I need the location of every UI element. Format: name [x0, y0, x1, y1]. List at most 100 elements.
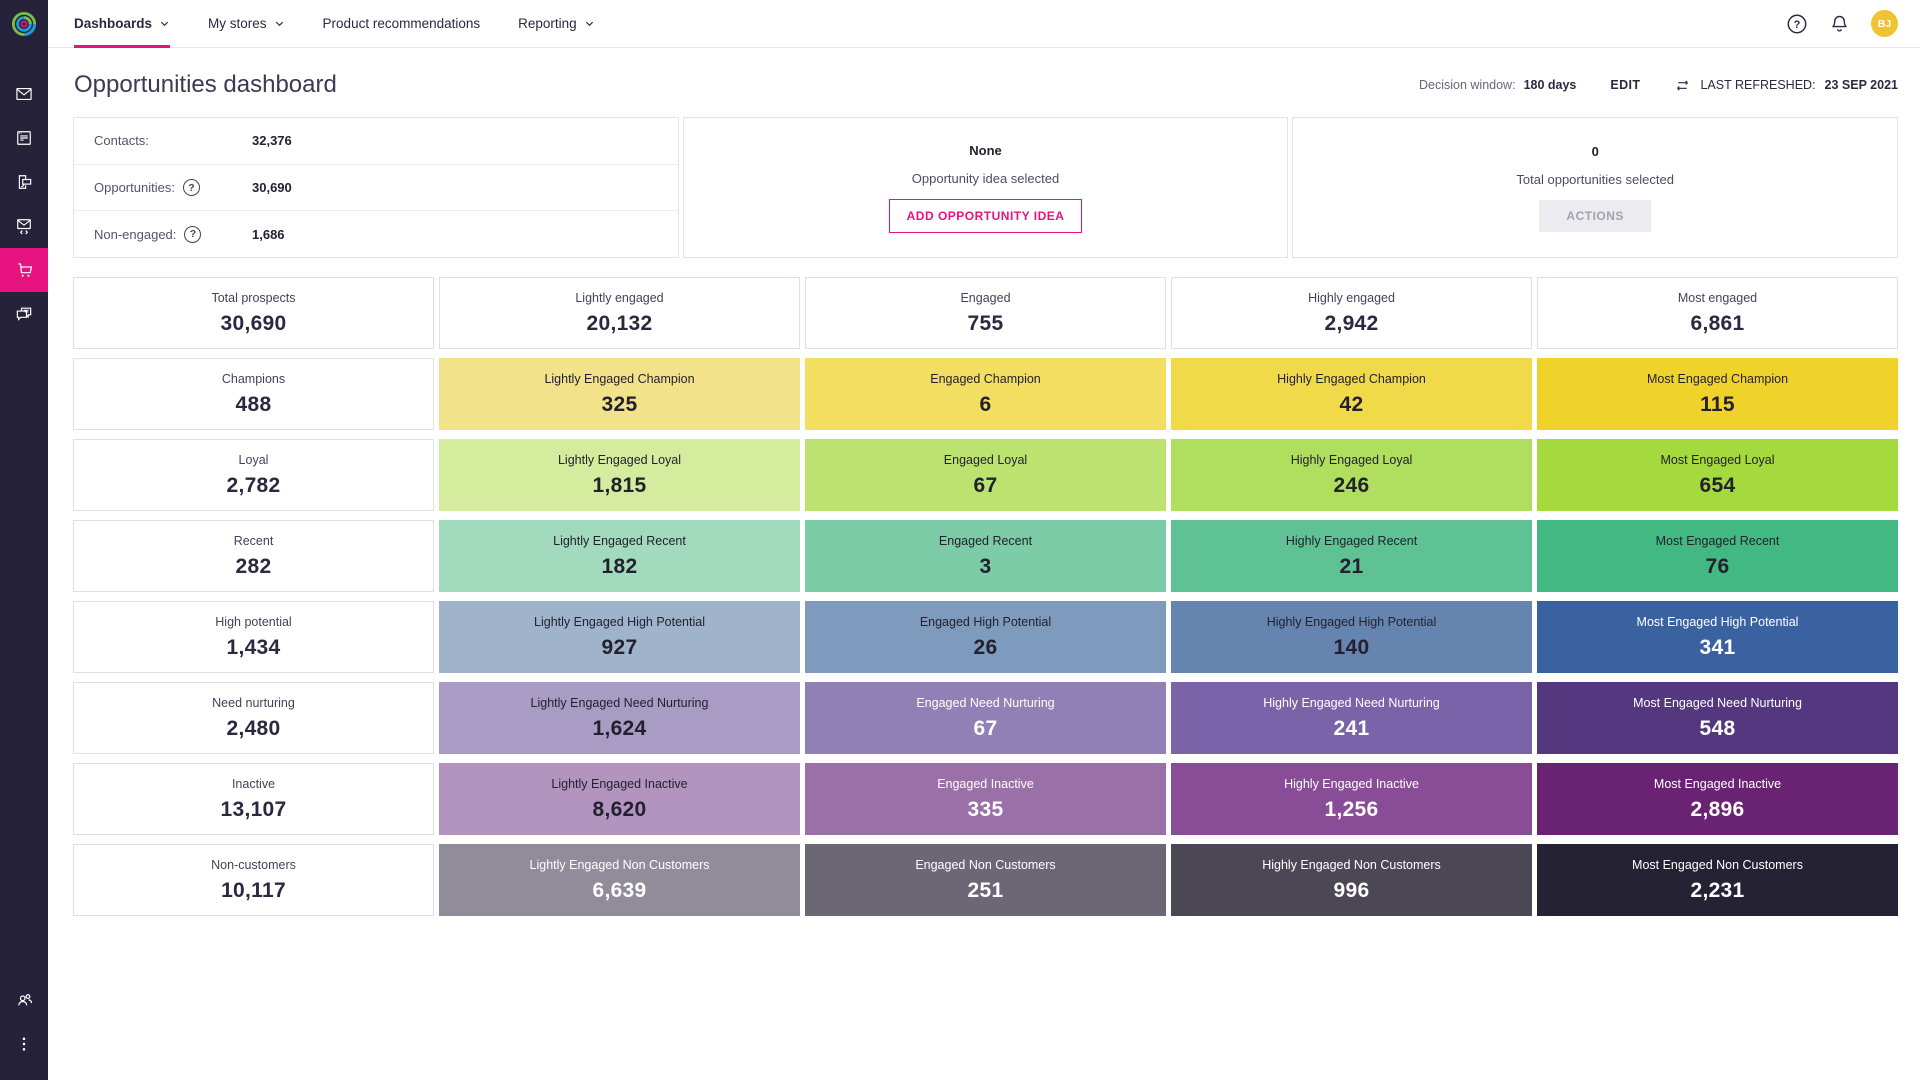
- segment-cell[interactable]: Engaged Recent 3: [805, 520, 1166, 592]
- segment-row-label-cell[interactable]: Inactive 13,107: [73, 763, 434, 835]
- stat-help-icon[interactable]: ?: [184, 225, 202, 243]
- segment-cell[interactable]: Most Engaged Non Customers 2,231: [1537, 844, 1898, 916]
- segment-cell[interactable]: Most Engaged Need Nurturing 548: [1537, 682, 1898, 754]
- segment-cell[interactable]: Engaged Champion 6: [805, 358, 1166, 430]
- segment-cell[interactable]: Lightly Engaged Champion 325: [439, 358, 800, 430]
- grid-total-cell[interactable]: Total prospects 30,690: [73, 277, 434, 349]
- segment-cell[interactable]: Highly Engaged Inactive 1,256: [1171, 763, 1532, 835]
- segment-cell[interactable]: Engaged Need Nurturing 67: [805, 682, 1166, 754]
- sidebar-item-email[interactable]: [0, 72, 48, 116]
- stat-label: Contacts:: [94, 133, 149, 149]
- segment-cell[interactable]: Highly Engaged Non Customers 996: [1171, 844, 1532, 916]
- sidebar: [0, 0, 48, 1080]
- users-icon: [17, 993, 32, 1005]
- segment-cell[interactable]: Lightly Engaged Non Customers 6,639: [439, 844, 800, 916]
- sidebar-item-chat[interactable]: [0, 292, 48, 336]
- segment-cell[interactable]: Engaged Inactive 335: [805, 763, 1166, 835]
- segment-cell[interactable]: Engaged Non Customers 251: [805, 844, 1166, 916]
- topbar-right: ? BJ: [1786, 10, 1898, 37]
- grid-total-cell[interactable]: Lightly engaged 20,132: [439, 277, 800, 349]
- topbar: Dashboards My stores Product recommendat…: [48, 0, 1920, 48]
- nav-item-my-stores[interactable]: My stores: [208, 0, 285, 48]
- edit-button[interactable]: EDIT: [1610, 78, 1641, 92]
- stat-label: Non-engaged:: [94, 226, 177, 242]
- notifications-button[interactable]: [1829, 13, 1850, 34]
- opportunity-idea-value: None: [969, 142, 1002, 158]
- phone-message-icon: [18, 175, 32, 189]
- grid-total-cell[interactable]: Highly engaged 2,942: [1171, 277, 1532, 349]
- stat-help-icon[interactable]: ?: [182, 179, 200, 196]
- segment-row-label-cell[interactable]: Champions 488: [73, 358, 434, 430]
- segment-cell[interactable]: Lightly Engaged Loyal 1,815: [439, 439, 800, 511]
- refresh-button[interactable]: [1674, 77, 1691, 94]
- segment-cell[interactable]: Highly Engaged High Potential 140: [1171, 601, 1532, 673]
- sidebar-item-sms[interactable]: [0, 160, 48, 204]
- kebab-menu-icon: [22, 1037, 26, 1051]
- email-code-icon: [17, 219, 31, 235]
- decision-window-label: Decision window:: [1418, 78, 1516, 92]
- sidebar-item-document[interactable]: [0, 116, 48, 160]
- brand-logo[interactable]: [0, 0, 48, 48]
- grid-total-cell[interactable]: Most engaged 6,861: [1537, 277, 1898, 349]
- segment-cell[interactable]: Most Engaged High Potential 341: [1537, 601, 1898, 673]
- refresh-icon: [1677, 79, 1689, 91]
- sidebar-bottom: [0, 978, 48, 1066]
- segment-cell[interactable]: Most Engaged Inactive 2,896: [1537, 763, 1898, 835]
- nav-item-dashboards[interactable]: Dashboards: [74, 0, 171, 48]
- chevron-down-icon: [584, 18, 595, 29]
- stat-row: Opportunities: ? 30,690: [74, 165, 678, 212]
- opportunity-idea-caption: Opportunity idea selected: [911, 170, 1060, 186]
- sidebar-icon-list: [0, 72, 48, 336]
- last-refreshed: LAST REFRESHED: 23 SEP 2021: [1674, 77, 1898, 94]
- segment-cell[interactable]: Most Engaged Loyal 654: [1537, 439, 1898, 511]
- segment-cell[interactable]: Lightly Engaged Recent 182: [439, 520, 800, 592]
- stat-value: 1,686: [252, 226, 285, 242]
- sidebar-item-email-code[interactable]: [0, 204, 48, 248]
- decision-window: Decision window: 180 days: [1419, 78, 1576, 92]
- svg-text:?: ?: [1794, 18, 1801, 30]
- segment-cell[interactable]: Highly Engaged Champion 42: [1171, 358, 1532, 430]
- selection-panel: 0 Total opportunities selected ACTIONS: [1292, 117, 1899, 258]
- stat-label: Opportunities:: [94, 180, 175, 195]
- segment-row-label-cell[interactable]: Non-customers 10,117: [73, 844, 434, 916]
- segment-cell[interactable]: Engaged Loyal 67: [805, 439, 1166, 511]
- segment-cell[interactable]: Highly Engaged Need Nurturing 241: [1171, 682, 1532, 754]
- selection-count: 0: [1591, 143, 1599, 159]
- grid-total-cell[interactable]: Engaged 755: [805, 277, 1166, 349]
- nav-item-reporting[interactable]: Reporting: [518, 0, 595, 48]
- segment-cell[interactable]: Most Engaged Champion 115: [1537, 358, 1898, 430]
- segment-row-label-cell[interactable]: Need nurturing 2,480: [73, 682, 434, 754]
- chat-icon: [16, 307, 32, 321]
- segment-row-label-cell[interactable]: Recent 282: [73, 520, 434, 592]
- segment-cell[interactable]: Highly Engaged Recent 21: [1171, 520, 1532, 592]
- topnav-items: Dashboards My stores Product recommendat…: [74, 0, 595, 48]
- summary-panels: Contacts: ? 32,376 Opportunities: ? 30,6…: [73, 117, 1899, 258]
- segment-row-label-cell[interactable]: High potential 1,434: [73, 601, 434, 673]
- nav-item-product-recommendations[interactable]: Product recommendations: [322, 16, 481, 31]
- segment-cell[interactable]: Lightly Engaged Need Nurturing 1,624: [439, 682, 800, 754]
- document-icon: [17, 131, 31, 145]
- segment-cell[interactable]: Highly Engaged Loyal 246: [1171, 439, 1532, 511]
- sidebar-item-opportunities[interactable]: [0, 248, 48, 292]
- contacts-stats-panel: Contacts: ? 32,376 Opportunities: ? 30,6…: [73, 117, 679, 258]
- bell-icon: [1832, 15, 1847, 32]
- email-icon: [16, 88, 32, 100]
- page-head-right: Decision window: 180 days EDIT LAST REFR…: [1419, 72, 1898, 98]
- actions-button[interactable]: ACTIONS: [1539, 199, 1651, 232]
- sidebar-item-more[interactable]: [0, 1022, 48, 1066]
- help-button[interactable]: ?: [1786, 13, 1808, 35]
- segment-row-label-cell[interactable]: Loyal 2,782: [73, 439, 434, 511]
- segment-cell[interactable]: Engaged High Potential 26: [805, 601, 1166, 673]
- selection-caption: Total opportunities selected: [1516, 171, 1674, 187]
- segment-cell[interactable]: Lightly Engaged Inactive 8,620: [439, 763, 800, 835]
- chevron-down-icon: [159, 18, 170, 29]
- segment-cell[interactable]: Most Engaged Recent 76: [1537, 520, 1898, 592]
- sidebar-item-users[interactable]: [0, 978, 48, 1022]
- avatar[interactable]: BJ: [1871, 10, 1898, 37]
- page-head: Opportunities dashboard Decision window:…: [48, 71, 1920, 99]
- segment-grid: Total prospects 30,690 Lightly engaged 2…: [73, 277, 1898, 916]
- stat-row: Non-engaged: ? 1,686: [74, 211, 678, 257]
- cart-icon: [17, 262, 32, 277]
- add-opportunity-idea-button[interactable]: ADD OPPORTUNITY IDEA: [888, 198, 1083, 233]
- segment-cell[interactable]: Lightly Engaged High Potential 927: [439, 601, 800, 673]
